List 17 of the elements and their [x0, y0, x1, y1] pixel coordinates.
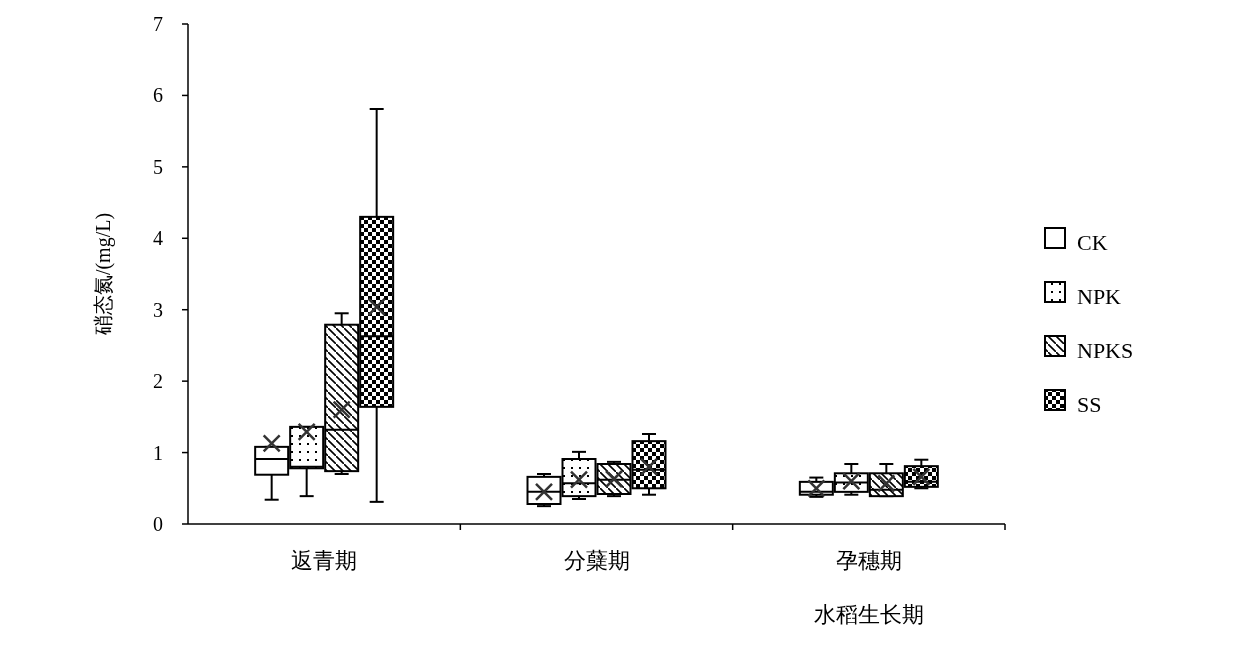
- x-tick-label: 返青期: [291, 548, 358, 573]
- y-tick-label: 6: [153, 84, 163, 107]
- x-axis-title: 水稻生长期: [813, 602, 924, 627]
- legend-label: NPKS: [1077, 338, 1134, 363]
- y-axis-title: 硝态氮/(mg/L): [92, 212, 115, 337]
- y-tick-label: 7: [153, 13, 163, 35]
- y-tick-label: 5: [153, 155, 163, 178]
- x-tick-label: 分蘖期: [563, 548, 630, 573]
- y-tick-label: 1: [153, 441, 163, 464]
- y-tick-label: 0: [153, 513, 163, 535]
- legend-label: NPK: [1077, 284, 1122, 309]
- x-tick-label: 孕穗期: [835, 548, 902, 573]
- y-tick-label: 4: [153, 227, 163, 250]
- y-tick-label: 2: [153, 370, 163, 393]
- y-tick-label: 3: [153, 298, 163, 321]
- legend-label: SS: [1077, 392, 1102, 417]
- legend-label: CK: [1077, 230, 1108, 255]
